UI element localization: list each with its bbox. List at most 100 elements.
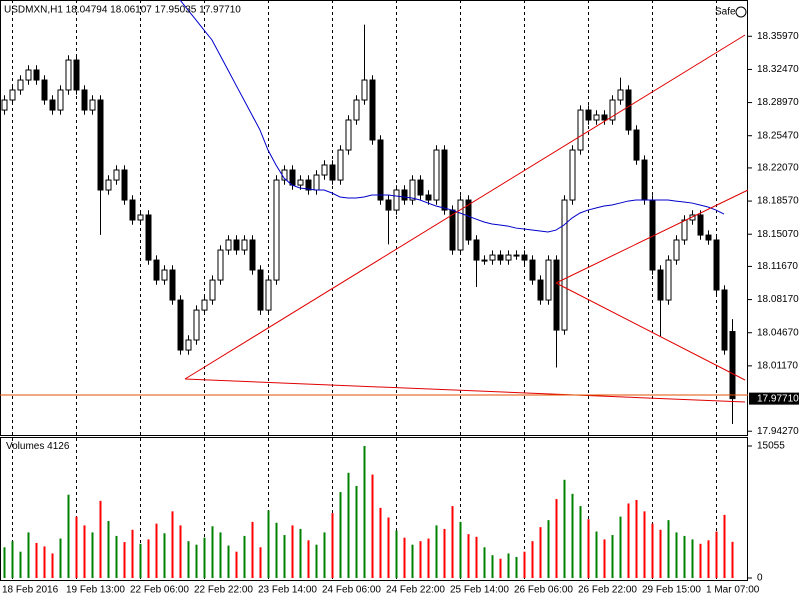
candle-body [73,59,80,91]
candle-body [537,279,544,301]
candle-body [1,99,8,111]
candle-body [145,214,152,261]
candle-body [665,259,672,301]
candle-body [441,149,448,211]
candle-body [657,269,664,301]
candle-body [433,149,440,201]
candle-body [161,269,168,281]
volume-panel [0,437,748,581]
y-tick-label: 18.18570 [757,196,799,207]
main-panel [0,0,748,436]
y-tick-label: 18.28970 [757,97,799,108]
candle-body [489,254,496,261]
current-price-box [749,392,799,405]
volume-current: 4126 [47,441,70,452]
candle-body [313,174,320,191]
candle-body [177,299,184,351]
candle-body [569,149,576,201]
y-tick-label: 18.08170 [757,294,799,305]
candle-body [481,259,488,262]
candle-body [33,69,40,81]
volume-tick-label: 0 [757,573,763,584]
x-tick-label: 22 Feb 06:00 [130,585,189,596]
candle-body [497,254,504,261]
x-tick-label: 25 Feb 14:00 [450,585,509,596]
candle-body [353,99,360,121]
candle-body [361,79,368,101]
candle-body [57,89,64,111]
candle-body [617,89,624,101]
x-tick-label: 22 Feb 22:00 [194,585,253,596]
candle-body [9,89,16,101]
candle-body [297,179,304,186]
candle-body [553,259,560,331]
candle-body [41,79,48,101]
candle-body [217,249,224,281]
candle-body [97,99,104,191]
candle-body [681,219,688,241]
candle-body [425,194,432,201]
candle-body [689,214,696,221]
candle-body [185,339,192,351]
volume-label: Volumes [6,441,44,452]
safe-label: Safe [715,7,736,18]
x-tick-label: 26 Feb 06:00 [514,585,573,596]
x-tick-label: 24 Feb 22:00 [386,585,445,596]
candle-body [329,164,336,181]
y-tick-label: 18.04670 [757,327,799,338]
volume-title: Volumes 4126 [6,441,70,452]
x-tick-label: 19 Feb 13:00 [66,585,125,596]
candle-body [89,99,96,111]
candle-body [305,179,312,191]
trendline [184,34,746,380]
candle-body [129,199,136,221]
candle-body [401,189,408,201]
candle-body [385,199,392,211]
y-tick-label: 18.11670 [757,261,798,272]
x-tick-label: 24 Feb 06:00 [322,585,381,596]
y-tick-label: 17.94270 [757,426,799,437]
candle-body [697,214,704,236]
candle-body [249,239,256,271]
candle-body [505,254,512,261]
candle-body [465,199,472,241]
volume-tick-label: 15055 [757,441,785,452]
trendline [555,282,746,381]
x-tick-label: 29 Feb 15:00 [642,585,701,596]
candle-body [721,289,728,351]
candle-body [713,239,720,291]
candle-body [585,109,592,121]
candle-body [673,239,680,261]
candle-body [169,269,176,301]
x-tick-label: 26 Feb 22:00 [578,585,637,596]
candle-body [393,189,400,211]
candle-body [137,214,144,221]
x-tick-label: 23 Feb 14:00 [258,585,317,596]
candle-body [633,129,640,161]
x-tick-label: 18 Feb 2016 [2,585,59,596]
candle-body [289,169,296,186]
candle-body [729,331,736,400]
candle-body [625,89,632,131]
plot [1,0,736,578]
candle-body [601,114,608,121]
y-tick-label: 18.32470 [757,64,799,75]
candle-body [25,69,32,81]
current-price-label: 17.97710 [757,393,799,404]
candle-body [225,239,232,251]
safe-icon [735,6,747,18]
candle-body [201,299,208,311]
candle-body [337,149,344,181]
candle-body [409,179,416,201]
candle-body [65,59,72,91]
candle-body [377,139,384,201]
x-tick-label: 1 Mar 07:00 [706,585,760,596]
candle-body [521,254,528,261]
y-tick-label: 18.25470 [757,130,799,141]
candle-body [417,179,424,196]
candle-body [321,164,328,176]
candle-body [241,239,248,251]
candle-body [209,279,216,301]
candle-body [105,179,112,191]
